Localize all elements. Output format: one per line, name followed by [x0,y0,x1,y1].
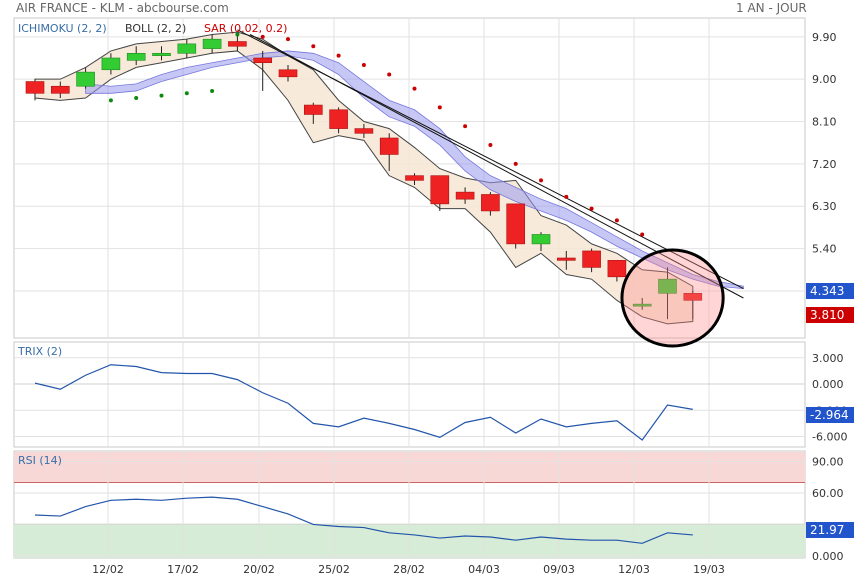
sar-dot [513,161,518,166]
sar-dot [108,98,113,103]
x-tick-label: 19/03 [693,563,725,576]
candle-down [354,128,374,134]
y-tick-label: 3.000 [812,352,844,365]
candle-up [101,57,121,71]
trix-line [34,364,693,441]
sar-dot [311,44,316,49]
sar-dot [589,206,594,211]
sar-dot [387,72,392,77]
rsi-value-badge: 21.97 [806,522,854,538]
candle-up [126,52,146,61]
sar-dot [640,232,645,237]
rsi-label[interactable]: RSI (14) [18,454,62,467]
sar-dot [235,32,240,37]
y-tick-label: 60.00 [812,487,844,500]
candle-down [25,81,45,94]
y-tick-label: 9.90 [812,31,837,44]
candle-up [202,38,222,49]
candle-down [481,194,500,212]
sar-dot [159,93,164,98]
candle-down [607,260,627,278]
trix-value-badge: -2.964 [806,407,854,423]
y-tick-label: 7.20 [812,158,837,171]
trix-label[interactable]: TRIX (2) [18,345,63,358]
trend-line [249,34,744,299]
candle-down [405,175,424,181]
candle-down [582,250,601,268]
y-tick-label: 9.00 [812,73,837,86]
y-tick-label: 90.00 [812,455,844,468]
rsi-line [34,496,693,544]
sar-dot [336,53,341,58]
sar-dot [260,34,265,39]
sar-dot [361,63,366,68]
highlight-circle [620,248,725,348]
y-tick-label: 0.000 [812,378,844,391]
y-tick-label: -6.000 [812,431,847,444]
sar-dot [286,37,290,42]
x-tick-label: 20/02 [243,563,275,576]
sar-dot [210,88,215,93]
sar-label[interactable]: SAR (0.02, 0.2) [204,22,288,35]
candle-down [455,191,475,200]
sar-dot [134,96,139,100]
x-tick-label: 28/02 [393,563,425,576]
x-tick-label: 04/03 [468,563,500,576]
sar-dot [614,218,619,223]
sar-dot [539,178,543,183]
candle-down [228,41,247,47]
bollinger-label[interactable]: BOLL (2, 2) [125,22,187,35]
x-tick-label: 09/03 [543,563,575,576]
candle-up [531,234,551,245]
y-tick-label: 6.30 [812,200,837,213]
candle-down [253,57,272,64]
candle-down [379,137,399,155]
candle-up [177,43,197,54]
candle-down [329,109,348,129]
sar-dot [437,105,442,110]
candle-up [76,71,95,87]
y-tick-label: 0.000 [812,550,844,563]
y-tick-label: 8.10 [812,116,837,129]
candle-up [632,303,652,307]
candle-down [430,175,450,205]
last-high-badge: 4.343 [806,283,854,299]
x-tick-label: 25/02 [318,563,350,576]
sar-dot [463,124,468,129]
candle-down [278,69,298,78]
ichimoku-label[interactable]: ICHIMOKU (2, 2) [18,22,107,35]
candle-up [152,52,171,56]
sar-dot [564,194,569,199]
chart-title: AIR FRANCE - KLM - abcbourse.com [16,1,229,15]
candle-down [506,203,526,245]
candle-up [658,278,677,294]
sar-dot [412,86,417,91]
candle-down [303,104,323,115]
y-tick-label: 5.40 [812,243,837,256]
x-tick-label: 12/03 [618,563,650,576]
x-tick-label: 17/02 [167,563,199,576]
candle-down [50,85,70,94]
sar-dot [488,143,493,148]
period-label[interactable]: 1 AN - JOUR [736,1,807,15]
last-low-badge: 3.810 [806,307,854,323]
candle-down [683,292,703,301]
x-tick-label: 12/02 [92,563,124,576]
sar-dot [184,91,189,96]
candle-down [556,257,576,261]
